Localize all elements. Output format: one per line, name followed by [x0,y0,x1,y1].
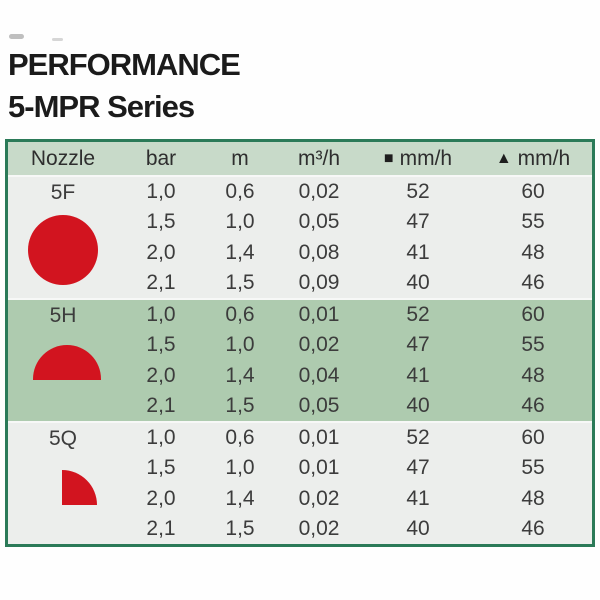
table-cell: 0,04 [298,363,340,387]
table-cell: 48 [521,363,545,387]
nozzle-label-5h: 5H [49,303,77,327]
table-cell: 48 [521,486,545,510]
table-cell: 47 [406,333,430,357]
table-cell: 55 [521,333,545,357]
table-cell: 2,1 [146,270,176,294]
table-cell: 48 [521,240,545,264]
scan-artifact [9,34,24,39]
nozzle-cell-5h: 5H [8,300,118,421]
table-cell: 1,0 [225,333,255,357]
nozzle-label-5q: 5Q [48,426,77,450]
nozzle-cell-5q: 5Q [8,423,118,544]
table-cell: 1,5 [225,270,255,294]
table-cell: 0,01 [298,426,340,450]
table-cell: 46 [521,516,545,540]
table-cell: 0,08 [298,240,340,264]
col-header-square-mmh: ■ mm/h [362,147,474,171]
col-header-bar: bar [145,146,177,170]
table-cell: 1,0 [225,456,255,480]
col-header-m: m [231,146,249,170]
table-cell: 1,5 [146,210,176,234]
table-cell: 60 [521,426,545,450]
table-cell: 46 [521,393,545,417]
table-cell: 0,6 [225,180,255,204]
table-cell: 0,09 [298,270,340,294]
col-header-m3h: m³/h [298,146,340,170]
table-cell: 1,0 [225,210,255,234]
table-cell: 60 [521,303,545,327]
quarter-circle-icon [61,470,97,505]
table-cell: 0,02 [298,486,340,510]
table-cell: 1,0 [146,180,176,204]
table-cell: 41 [406,240,430,264]
page-title: PERFORMANCE 5-MPR Series [8,44,241,128]
table-cell: 1,5 [146,456,176,480]
table-cell: 0,01 [298,456,340,480]
table-cell: 1,0 [146,426,176,450]
table-cell: 1,4 [225,486,255,510]
table-cell: 1,5 [225,516,255,540]
table-cell: 0,05 [298,210,340,234]
table-cell: 0,02 [298,333,340,357]
nozzle-cell-5f: 5F [8,177,118,298]
table-cell: 2,1 [146,393,176,417]
table-cell: 52 [406,180,430,204]
table-cell: 52 [406,426,430,450]
nozzle-section-5f: 5F 1,0 0,6 0,02 52 60 1,5 1,0 0,05 47 55… [8,175,592,298]
table-cell: 0,6 [225,426,255,450]
col-header-label: mm/h [517,146,571,170]
table-cell: 0,02 [298,180,340,204]
table-cell: 40 [406,516,430,540]
title-line-performance: PERFORMANCE [8,47,241,82]
table-cell: 46 [521,270,545,294]
table-cell: 0,02 [298,516,340,540]
table-cell: 47 [406,210,430,234]
table-cell: 2,1 [146,516,176,540]
table-cell: 2,0 [146,240,176,264]
title-line-series: 5-MPR Series [8,89,195,124]
table-cell: 40 [406,393,430,417]
table-cell: 0,01 [298,303,340,327]
table-cell: 41 [406,363,430,387]
scan-artifact [52,38,63,41]
table-header-row: Nozzle bar m m³/h ■ mm/h ▲ mm/h [8,142,592,175]
table-cell: 1,0 [146,303,176,327]
table-cell: 41 [406,486,430,510]
table-cell: 1,4 [225,240,255,264]
col-header-nozzle: Nozzle [30,146,96,170]
performance-table: Nozzle bar m m³/h ■ mm/h ▲ mm/h 5F 1,0 0… [5,139,595,547]
table-cell: 1,5 [225,393,255,417]
table-cell: 60 [521,180,545,204]
nozzle-section-5q: 5Q 1,0 0,6 0,01 52 60 1,5 1,0 0,01 47 55… [8,421,592,544]
square-icon: ■ [383,149,394,167]
table-cell: 2,0 [146,486,176,510]
table-cell: 1,5 [146,333,176,357]
full-circle-icon [28,215,98,285]
half-circle-icon [33,345,101,380]
table-cell: 0,05 [298,393,340,417]
nozzle-label-5f: 5F [50,180,76,204]
table-cell: 40 [406,270,430,294]
table-cell: 47 [406,456,430,480]
table-cell: 2,0 [146,363,176,387]
table-cell: 55 [521,456,545,480]
triangle-icon: ▲ [495,149,512,167]
col-header-triangle-mmh: ▲ mm/h [474,147,592,171]
col-header-label: mm/h [399,146,453,170]
table-cell: 0,6 [225,303,255,327]
nozzle-section-5h: 5H 1,0 0,6 0,01 52 60 1,5 1,0 0,02 47 55… [8,298,592,421]
table-cell: 52 [406,303,430,327]
table-cell: 1,4 [225,363,255,387]
table-cell: 55 [521,210,545,234]
